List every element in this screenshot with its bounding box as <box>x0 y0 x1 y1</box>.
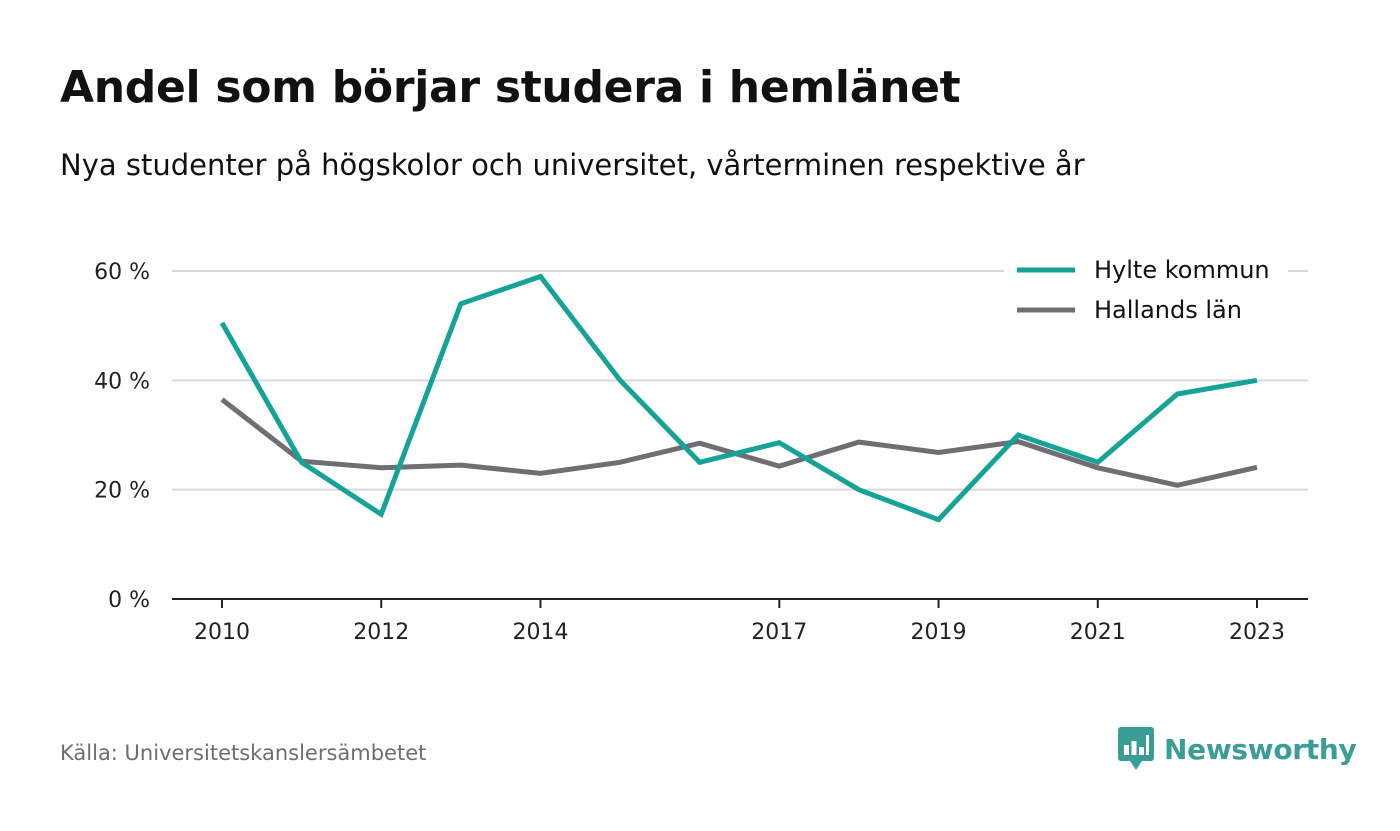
y-tick-label: 20 % <box>94 479 150 504</box>
x-tick-label: 2014 <box>512 620 568 645</box>
legend-background <box>1004 250 1288 332</box>
legend-label: Hallands län <box>1094 296 1242 324</box>
x-tick-label: 2010 <box>194 620 250 645</box>
x-tick-label: 2017 <box>751 620 807 645</box>
legend-label: Hylte kommun <box>1094 256 1270 284</box>
chart-subtitle: Nya studenter på högskolor och universit… <box>60 148 1085 182</box>
y-tick-label: 0 % <box>108 588 150 613</box>
y-tick-label: 60 % <box>94 260 150 285</box>
x-tick-label: 2012 <box>353 620 409 645</box>
x-tick-label: 2023 <box>1229 620 1285 645</box>
newsworthy-logo-icon <box>1118 727 1154 770</box>
brand-name: Newsworthy <box>1164 732 1357 766</box>
brand-logo: Newsworthy <box>1118 727 1357 771</box>
legend: Hylte kommun Hallands län <box>1004 250 1288 332</box>
y-axis-labels: 0 % 20 % 40 % 60 % <box>94 260 150 613</box>
series-lines <box>219 273 1258 523</box>
x-axis: 2010 2012 2014 2017 2019 2021 2023 <box>172 598 1308 645</box>
line-chart: 0 % 20 % 40 % 60 % 2010 2012 2014 2017 2019 2021… <box>94 250 1308 645</box>
series-line-hallands-lan <box>220 397 1258 488</box>
source-note: Källa: Universitetskanslersämbetet <box>60 741 427 765</box>
x-tick-label: 2019 <box>911 620 967 645</box>
x-tick-label: 2021 <box>1070 620 1126 645</box>
series-line-hylte-kommun <box>219 273 1258 523</box>
chart-title: Andel som börjar studera i hemlänet <box>60 62 961 113</box>
y-tick-label: 40 % <box>94 369 150 394</box>
